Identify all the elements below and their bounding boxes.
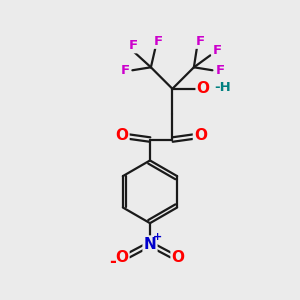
Text: O: O [116, 128, 128, 142]
Text: F: F [120, 64, 130, 77]
Text: O: O [194, 128, 207, 142]
Text: F: F [195, 35, 204, 48]
Text: F: F [128, 39, 137, 52]
Text: F: F [215, 64, 224, 77]
Text: O: O [197, 81, 210, 96]
Text: O: O [172, 250, 184, 265]
Text: O: O [116, 250, 128, 265]
Text: -H: -H [214, 81, 231, 94]
Text: -: - [110, 253, 116, 271]
Text: +: + [153, 232, 162, 242]
Text: F: F [212, 44, 221, 57]
Text: F: F [154, 35, 163, 48]
Text: N: N [144, 237, 156, 252]
